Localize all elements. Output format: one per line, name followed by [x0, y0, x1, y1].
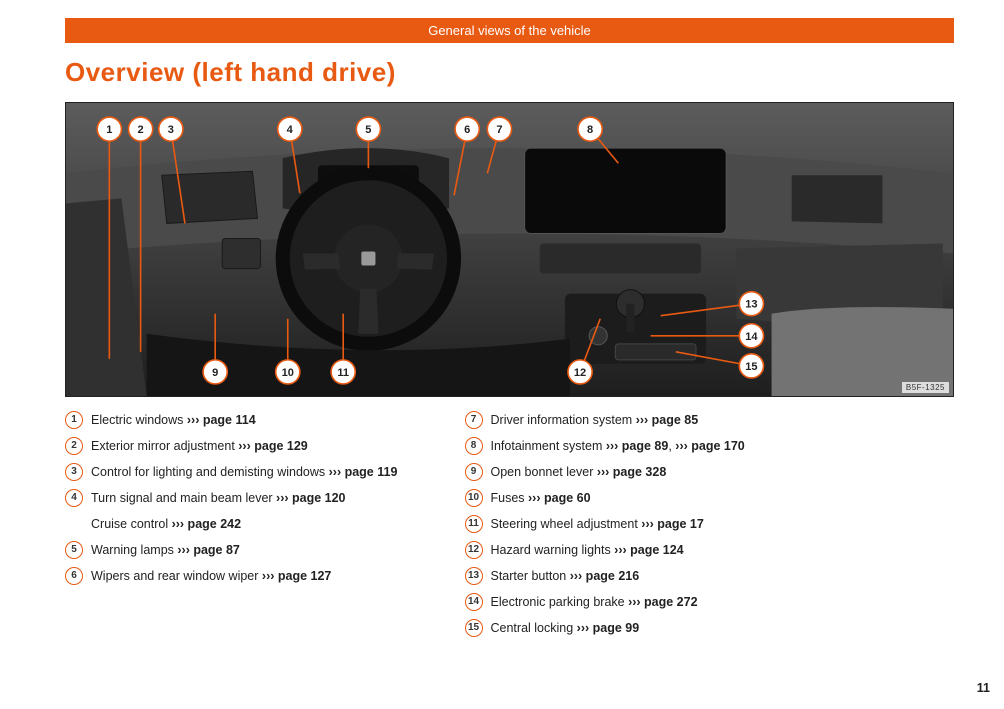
- page-ref: ››› page 114: [187, 413, 256, 427]
- legend-number: 7: [465, 411, 483, 429]
- svg-text:3: 3: [168, 124, 174, 136]
- svg-text:5: 5: [365, 124, 371, 136]
- legend-text: Central locking ››› page 99: [491, 619, 835, 637]
- legend-item: 7 Driver information system ››› page 85: [465, 411, 835, 429]
- legend-number: 14: [465, 593, 483, 611]
- legend-text: Infotainment system ››› page 89, ››› pag…: [491, 437, 835, 455]
- legend-number: 3: [65, 463, 83, 481]
- page-ref: ››› page 129: [238, 439, 307, 453]
- svg-text:15: 15: [745, 361, 757, 373]
- legend-text: Steering wheel adjustment ››› page 17: [491, 515, 835, 533]
- section-header: General views of the vehicle: [65, 18, 954, 43]
- legend-item: 5 Warning lamps ››› page 87: [65, 541, 435, 559]
- legend-item: 13 Starter button ››› page 216: [465, 567, 835, 585]
- legend-text: Hazard warning lights ››› page 124: [491, 541, 835, 559]
- legend-item: 6 Wipers and rear window wiper ››› page 1…: [65, 567, 435, 585]
- svg-text:1: 1: [106, 124, 112, 136]
- legend-number: 12: [465, 541, 483, 559]
- manual-page: General views of the vehicle Overview (l…: [0, 0, 1004, 709]
- legend-number: 4: [65, 489, 83, 507]
- legend-item: 14 Electronic parking brake ››› page 272: [465, 593, 835, 611]
- page-ref: ››› page 85: [636, 413, 699, 427]
- svg-text:13: 13: [745, 299, 757, 311]
- page-ref: ››› page 99: [577, 621, 640, 635]
- legend-text: Turn signal and main beam lever ››› page…: [91, 489, 435, 507]
- legend-item: 2 Exterior mirror adjustment ››› page 129: [65, 437, 435, 455]
- page-ref: ››› page 124: [614, 543, 683, 557]
- legend-text: Control for lighting and demisting windo…: [91, 463, 435, 481]
- page-ref: ››› page 119: [329, 465, 398, 479]
- svg-text:10: 10: [282, 367, 294, 379]
- page-ref: ››› page 60: [528, 491, 591, 505]
- page-ref: ››› page 328: [597, 465, 666, 479]
- legend-number: 5: [65, 541, 83, 559]
- legend-text: Exterior mirror adjustment ››› page 129: [91, 437, 435, 455]
- legend-text: Warning lamps ››› page 87: [91, 541, 435, 559]
- legend-number: 2: [65, 437, 83, 455]
- page-ref: ››› page 87: [177, 543, 240, 557]
- legend-number: 10: [465, 489, 483, 507]
- legend-item: 1 Electric windows ››› page 114: [65, 411, 435, 429]
- svg-text:9: 9: [212, 367, 218, 379]
- legend-number: 15: [465, 619, 483, 637]
- page-ref: ››› page 170: [675, 439, 744, 453]
- legend-text: Open bonnet lever ››› page 328: [491, 463, 835, 481]
- legend-item: 4 Turn signal and main beam lever ››› pag…: [65, 489, 435, 507]
- svg-text:6: 6: [464, 124, 470, 136]
- legend-item: 8 Infotainment system ››› page 89, ››› pa…: [465, 437, 835, 455]
- legend-number: 13: [465, 567, 483, 585]
- legend-item: 3 Control for lighting and demisting wind…: [65, 463, 435, 481]
- svg-text:12: 12: [574, 367, 586, 379]
- svg-text:2: 2: [138, 124, 144, 136]
- page-ref: ››› page 127: [262, 569, 331, 583]
- svg-text:7: 7: [496, 124, 502, 136]
- legend-subitem: Cruise control ››› page 242: [65, 515, 435, 533]
- legend-text: Electric windows ››› page 114: [91, 411, 435, 429]
- page-title: Overview (left hand drive): [65, 57, 954, 88]
- legend-number: 9: [465, 463, 483, 481]
- legend-item: 15 Central locking ››› page 99: [465, 619, 835, 637]
- page-number: 11: [977, 681, 990, 695]
- legend-column-left: 1 Electric windows ››› page 114 2 Exterior …: [65, 411, 435, 645]
- legend-text: Electronic parking brake ››› page 272: [491, 593, 835, 611]
- legend-item: 12 Hazard warning lights ››› page 124: [465, 541, 835, 559]
- legend-item: 9 Open bonnet lever ››› page 328: [465, 463, 835, 481]
- svg-text:8: 8: [587, 124, 593, 136]
- page-ref: ››› page 272: [628, 595, 697, 609]
- legend-item: 11 Steering wheel adjustment ››› page 17: [465, 515, 835, 533]
- page-ref: ››› page 120: [276, 491, 345, 505]
- legend-column-right: 7 Driver information system ››› page 85 8I…: [465, 411, 835, 645]
- legend-number: 11: [465, 515, 483, 533]
- svg-text:14: 14: [745, 331, 758, 343]
- legend-item: 10 Fuses ››› page 60: [465, 489, 835, 507]
- svg-text:4: 4: [287, 124, 294, 136]
- legend-text: Wipers and rear window wiper ››› page 12…: [91, 567, 435, 585]
- page-ref: ››› page 89: [606, 439, 669, 453]
- figure-code: B5F-1325: [902, 382, 949, 393]
- legend-text: Starter button ››› page 216: [491, 567, 835, 585]
- legend-number: 8: [465, 437, 483, 455]
- legend: 1 Electric windows ››› page 114 2 Exterior …: [65, 411, 954, 645]
- page-ref: ››› page 216: [570, 569, 639, 583]
- legend-number: 6: [65, 567, 83, 585]
- page-ref: ››› page 17: [641, 517, 704, 531]
- legend-text: Fuses ››› page 60: [491, 489, 835, 507]
- dashboard-figure: 123456789101112131415 B5F-1325: [65, 102, 954, 397]
- legend-number: 1: [65, 411, 83, 429]
- svg-text:11: 11: [337, 367, 349, 379]
- legend-text: Driver information system ››› page 85: [491, 411, 835, 429]
